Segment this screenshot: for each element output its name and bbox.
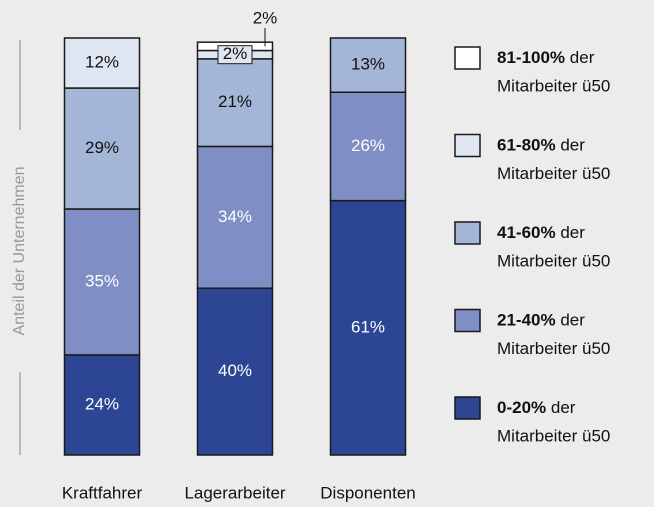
x-tick-label: Lagerarbeiter [184,483,285,502]
legend-swatch [454,308,481,333]
bar-segment [63,37,141,89]
data-label: 26% [351,136,385,155]
data-label: 13% [351,55,385,74]
legend-label: 61-80% der [497,136,585,155]
legend-suffix: Mitarbeiter ü50 [497,164,610,183]
bar-segment [63,208,141,356]
data-label: 12% [85,53,119,72]
bar-segment [329,37,407,93]
legend-label: 81-100% der [497,48,595,67]
bar-segment [63,354,141,456]
legend-suffix: der [570,48,595,67]
legend-label: 0-20% der [497,398,576,417]
x-tick-label: Disponenten [320,483,415,502]
legend-suffix: Mitarbeiter ü50 [497,339,610,358]
bar-segment [329,199,407,456]
data-label: 40% [218,361,252,380]
legend-name: 41-60% [497,223,556,242]
bar-segment [196,58,274,148]
data-label: 34% [218,207,252,226]
legend-suffix: Mitarbeiter ü50 [497,76,610,95]
axis-label: Anteil der Unternehmen [11,167,28,336]
legend-suffix: der [560,223,585,242]
label-background [217,45,253,65]
data-label: 35% [85,271,119,290]
data-label: 21% [218,92,252,111]
data-label: 61% [351,317,385,336]
data-label: 2% [223,44,248,63]
data-label: 2% [253,8,278,27]
legend-name: 0-20% [497,398,546,417]
bar-segment [329,91,407,202]
legend-suffix: Mitarbeiter ü50 [497,251,610,270]
legend-name: 81-100% [497,48,565,67]
legend-suffix: der [551,398,576,417]
legend-swatch [454,133,481,158]
legend-label: 41-60% der [497,223,585,242]
data-label: 29% [85,138,119,157]
legend-suffix: der [560,136,585,155]
data-label: 24% [85,394,119,413]
legend-label: 21-40% der [497,311,585,330]
legend-swatch [454,396,481,420]
legend-suffix: der [560,311,585,330]
legend-suffix: Mitarbeiter ü50 [497,426,610,445]
legend-name: 21-40% [497,311,556,330]
x-tick-label: Kraftfahrer [62,483,143,502]
legend-swatch [454,221,481,245]
legend-name: 61-80% [497,136,556,155]
legend-swatch [454,46,481,70]
